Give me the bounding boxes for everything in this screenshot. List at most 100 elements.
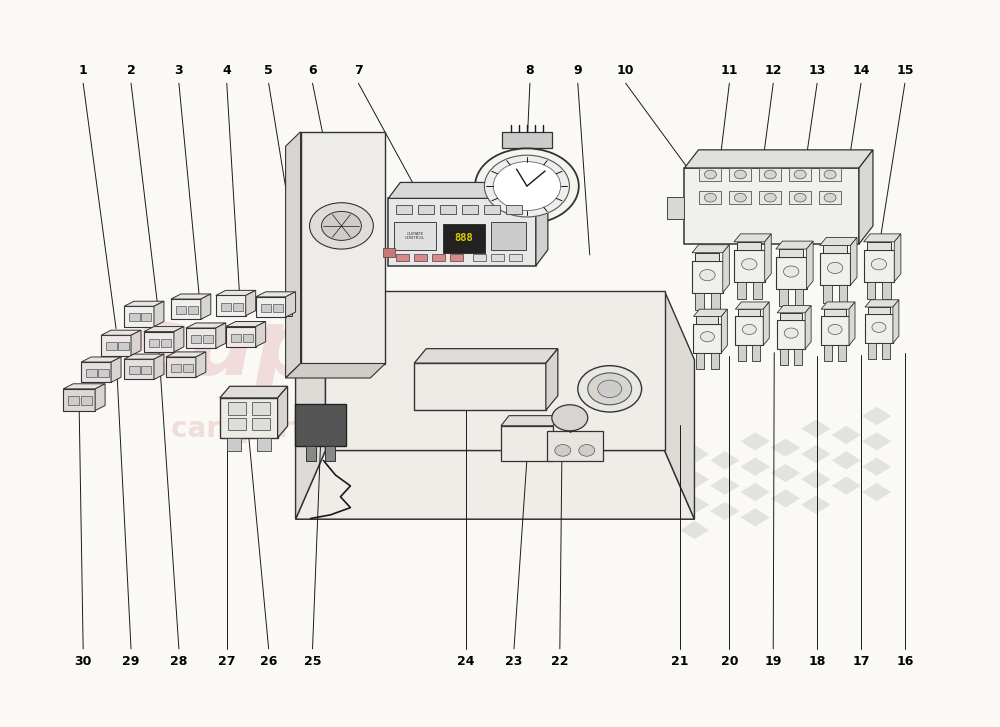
Polygon shape: [166, 352, 206, 357]
Text: 16: 16: [896, 655, 914, 668]
Polygon shape: [801, 496, 831, 514]
Polygon shape: [692, 245, 729, 253]
Text: 12: 12: [764, 64, 782, 76]
Polygon shape: [196, 352, 206, 377]
FancyBboxPatch shape: [789, 168, 811, 181]
Polygon shape: [680, 470, 709, 489]
Text: 25: 25: [304, 655, 321, 668]
Polygon shape: [201, 294, 211, 319]
FancyBboxPatch shape: [226, 326, 256, 347]
FancyBboxPatch shape: [824, 309, 846, 316]
FancyBboxPatch shape: [124, 359, 154, 379]
Polygon shape: [849, 302, 855, 345]
Circle shape: [734, 170, 746, 179]
Polygon shape: [821, 302, 855, 309]
Text: car  parts: car parts: [171, 414, 321, 443]
FancyBboxPatch shape: [759, 168, 781, 181]
Polygon shape: [680, 521, 709, 539]
Circle shape: [484, 155, 569, 217]
Polygon shape: [111, 357, 121, 382]
FancyBboxPatch shape: [824, 345, 832, 361]
FancyBboxPatch shape: [81, 362, 111, 382]
FancyBboxPatch shape: [191, 335, 201, 343]
Text: 14: 14: [852, 64, 870, 76]
Polygon shape: [862, 407, 891, 425]
Polygon shape: [278, 386, 288, 438]
FancyBboxPatch shape: [118, 342, 129, 350]
Circle shape: [578, 366, 642, 412]
FancyBboxPatch shape: [738, 309, 760, 316]
FancyBboxPatch shape: [396, 254, 409, 262]
FancyBboxPatch shape: [306, 446, 316, 460]
Polygon shape: [154, 301, 164, 326]
Polygon shape: [325, 291, 665, 451]
Polygon shape: [765, 234, 771, 281]
Circle shape: [784, 266, 799, 277]
Text: 5: 5: [264, 64, 273, 76]
FancyBboxPatch shape: [794, 349, 802, 365]
Polygon shape: [850, 238, 857, 285]
Text: CLIMATE
CONTROL: CLIMATE CONTROL: [405, 232, 425, 241]
FancyBboxPatch shape: [867, 281, 875, 300]
Polygon shape: [144, 326, 184, 332]
FancyBboxPatch shape: [462, 205, 478, 214]
FancyBboxPatch shape: [228, 418, 246, 430]
Polygon shape: [286, 364, 385, 378]
Text: 888: 888: [455, 233, 473, 244]
Circle shape: [321, 212, 361, 241]
Circle shape: [871, 259, 887, 270]
Circle shape: [794, 170, 806, 179]
Circle shape: [588, 373, 632, 405]
FancyBboxPatch shape: [256, 297, 286, 317]
Text: 4: 4: [222, 64, 231, 76]
Polygon shape: [776, 241, 813, 249]
Polygon shape: [771, 438, 800, 457]
FancyBboxPatch shape: [414, 364, 546, 410]
FancyBboxPatch shape: [734, 250, 765, 281]
Polygon shape: [296, 291, 325, 519]
FancyBboxPatch shape: [176, 306, 186, 314]
FancyBboxPatch shape: [171, 364, 181, 372]
FancyBboxPatch shape: [227, 438, 241, 451]
FancyBboxPatch shape: [821, 316, 849, 345]
FancyBboxPatch shape: [325, 446, 335, 460]
FancyBboxPatch shape: [779, 249, 803, 257]
Circle shape: [734, 193, 746, 202]
Text: 3: 3: [175, 64, 183, 76]
FancyBboxPatch shape: [68, 396, 79, 405]
FancyBboxPatch shape: [473, 254, 486, 262]
Polygon shape: [81, 357, 121, 362]
Polygon shape: [859, 150, 873, 244]
Text: 24: 24: [457, 655, 475, 668]
Polygon shape: [256, 292, 296, 297]
Polygon shape: [832, 451, 861, 470]
FancyBboxPatch shape: [106, 342, 117, 350]
FancyBboxPatch shape: [695, 253, 719, 261]
FancyBboxPatch shape: [141, 366, 151, 374]
Polygon shape: [388, 182, 548, 198]
FancyBboxPatch shape: [735, 316, 763, 345]
FancyBboxPatch shape: [819, 168, 841, 181]
Text: 1: 1: [79, 64, 88, 76]
FancyBboxPatch shape: [823, 246, 847, 254]
Text: 6: 6: [308, 64, 317, 76]
Polygon shape: [124, 354, 164, 359]
FancyBboxPatch shape: [86, 369, 97, 377]
Polygon shape: [741, 508, 770, 526]
Polygon shape: [801, 445, 831, 463]
Text: 27: 27: [218, 655, 236, 668]
FancyBboxPatch shape: [233, 302, 243, 310]
FancyBboxPatch shape: [759, 191, 781, 204]
FancyBboxPatch shape: [695, 292, 704, 310]
Circle shape: [764, 170, 776, 179]
Polygon shape: [734, 234, 771, 242]
FancyBboxPatch shape: [506, 205, 522, 214]
Polygon shape: [771, 489, 800, 507]
FancyBboxPatch shape: [188, 306, 198, 314]
Polygon shape: [684, 150, 873, 168]
FancyBboxPatch shape: [491, 254, 504, 262]
FancyBboxPatch shape: [81, 396, 92, 405]
FancyBboxPatch shape: [388, 198, 536, 266]
FancyBboxPatch shape: [693, 324, 721, 353]
FancyBboxPatch shape: [252, 402, 270, 414]
